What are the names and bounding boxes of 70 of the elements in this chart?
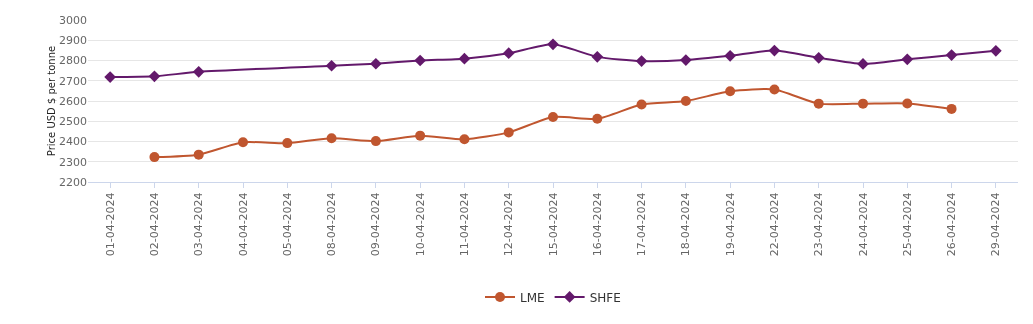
x-tick-label: 09-04-2024 bbox=[369, 192, 383, 257]
point bbox=[858, 98, 868, 109]
point bbox=[415, 130, 426, 141]
point bbox=[370, 57, 382, 70]
point bbox=[414, 54, 426, 67]
point bbox=[548, 112, 558, 122]
point bbox=[326, 133, 337, 144]
point bbox=[945, 49, 958, 61]
point bbox=[946, 103, 957, 114]
y-tick-label: 2400 bbox=[59, 135, 87, 149]
point bbox=[725, 86, 736, 97]
x-tick-label: 05-04-2024 bbox=[280, 192, 294, 257]
point bbox=[636, 99, 647, 110]
x-tick-label: 22-04-2024 bbox=[768, 192, 782, 257]
point bbox=[547, 38, 559, 51]
x-tick-label: 04-04-2024 bbox=[236, 192, 250, 257]
point bbox=[148, 70, 161, 83]
x-tick-label: 10-04-2024 bbox=[413, 192, 427, 257]
y-axis-title: Price USD $ per tonne bbox=[46, 45, 57, 157]
point bbox=[193, 149, 204, 160]
y-tick-label: 2700 bbox=[59, 74, 87, 88]
point bbox=[325, 59, 338, 72]
point bbox=[104, 71, 116, 83]
point bbox=[901, 53, 914, 66]
point bbox=[990, 44, 1002, 57]
point bbox=[370, 136, 381, 147]
x-tick-label: 18-04-2024 bbox=[679, 192, 693, 257]
x-tick-label: 08-04-2024 bbox=[325, 192, 339, 257]
point bbox=[812, 52, 825, 64]
y-tick-label: 2200 bbox=[59, 175, 87, 189]
legend-label: LME bbox=[520, 290, 545, 305]
y-tick-label: 2800 bbox=[59, 54, 87, 68]
y-tick-label: 2600 bbox=[59, 94, 87, 108]
x-tick-label: 03-04-2024 bbox=[192, 192, 206, 257]
x-tick-label: 11-04-2024 bbox=[458, 192, 472, 257]
point bbox=[149, 152, 160, 163]
x-tick-label: 01-04-2024 bbox=[103, 192, 117, 257]
point bbox=[902, 98, 913, 109]
point bbox=[768, 44, 781, 57]
point bbox=[635, 55, 648, 67]
point bbox=[238, 137, 248, 148]
point bbox=[458, 52, 471, 65]
x-tick-label: 29-04-2024 bbox=[989, 192, 1003, 257]
x-tick-label: 26-04-2024 bbox=[945, 192, 959, 257]
x-tick-label: 25-04-2024 bbox=[900, 192, 914, 257]
x-tick-label: 23-04-2024 bbox=[812, 192, 826, 257]
point bbox=[502, 47, 515, 60]
point bbox=[591, 51, 604, 63]
x-tick-label: 24-04-2024 bbox=[856, 192, 870, 257]
point bbox=[503, 127, 514, 138]
x-tick-label: 12-04-2024 bbox=[502, 192, 516, 257]
point bbox=[282, 138, 293, 149]
legend-label: SHFE bbox=[589, 290, 621, 305]
point bbox=[192, 65, 205, 78]
x-tick-label: 16-04-2024 bbox=[590, 192, 604, 257]
y-tick-label: 2500 bbox=[59, 115, 87, 129]
x-tick-label: 17-04-2024 bbox=[635, 192, 649, 257]
point bbox=[769, 84, 780, 95]
y-tick-label: 2300 bbox=[59, 155, 87, 169]
point bbox=[724, 49, 736, 62]
x-tick-label: 19-04-2024 bbox=[723, 192, 737, 257]
point bbox=[680, 54, 692, 66]
x-tick-label: 02-04-2024 bbox=[148, 192, 161, 257]
point bbox=[680, 96, 691, 106]
point bbox=[813, 98, 824, 109]
x-tick-label: 15-04-2024 bbox=[546, 192, 560, 257]
y-tick-label: 2900 bbox=[59, 34, 87, 48]
point bbox=[592, 113, 603, 124]
point bbox=[459, 134, 470, 145]
y-tick-label: 3000 bbox=[59, 13, 87, 27]
